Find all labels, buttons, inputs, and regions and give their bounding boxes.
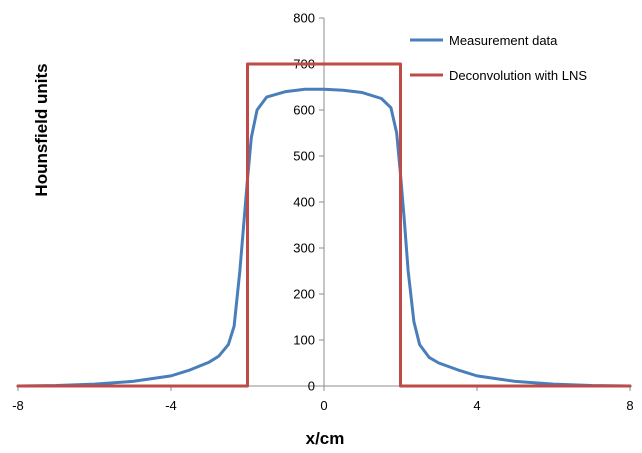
legend-label-2: Deconvolution with LNS — [449, 68, 587, 83]
y-tick-label: 800 — [293, 11, 315, 26]
x-tick-label: -4 — [165, 398, 177, 413]
y-tick-label: 0 — [308, 379, 315, 394]
y-tick-label: 500 — [293, 149, 315, 164]
series-line-2 — [16, 62, 632, 388]
y-tick-label: 300 — [293, 241, 315, 256]
x-axis-title: x/cm — [306, 429, 345, 448]
legend: Measurement data Deconvolution with LNS — [410, 33, 587, 83]
y-axis-title: Hounsfield units — [32, 63, 51, 196]
series-line-1 — [16, 87, 632, 388]
x-tick-label: -8 — [12, 398, 24, 413]
x-tick-label: 0 — [320, 398, 327, 413]
legend-label-1: Measurement data — [449, 33, 558, 48]
y-tick-label: 100 — [293, 333, 315, 348]
y-tick-label: 200 — [293, 287, 315, 302]
y-tick-label: 400 — [293, 195, 315, 210]
x-tick-label: 4 — [473, 398, 480, 413]
y-tick-label: 600 — [293, 103, 315, 118]
x-tick-label: 8 — [626, 398, 633, 413]
